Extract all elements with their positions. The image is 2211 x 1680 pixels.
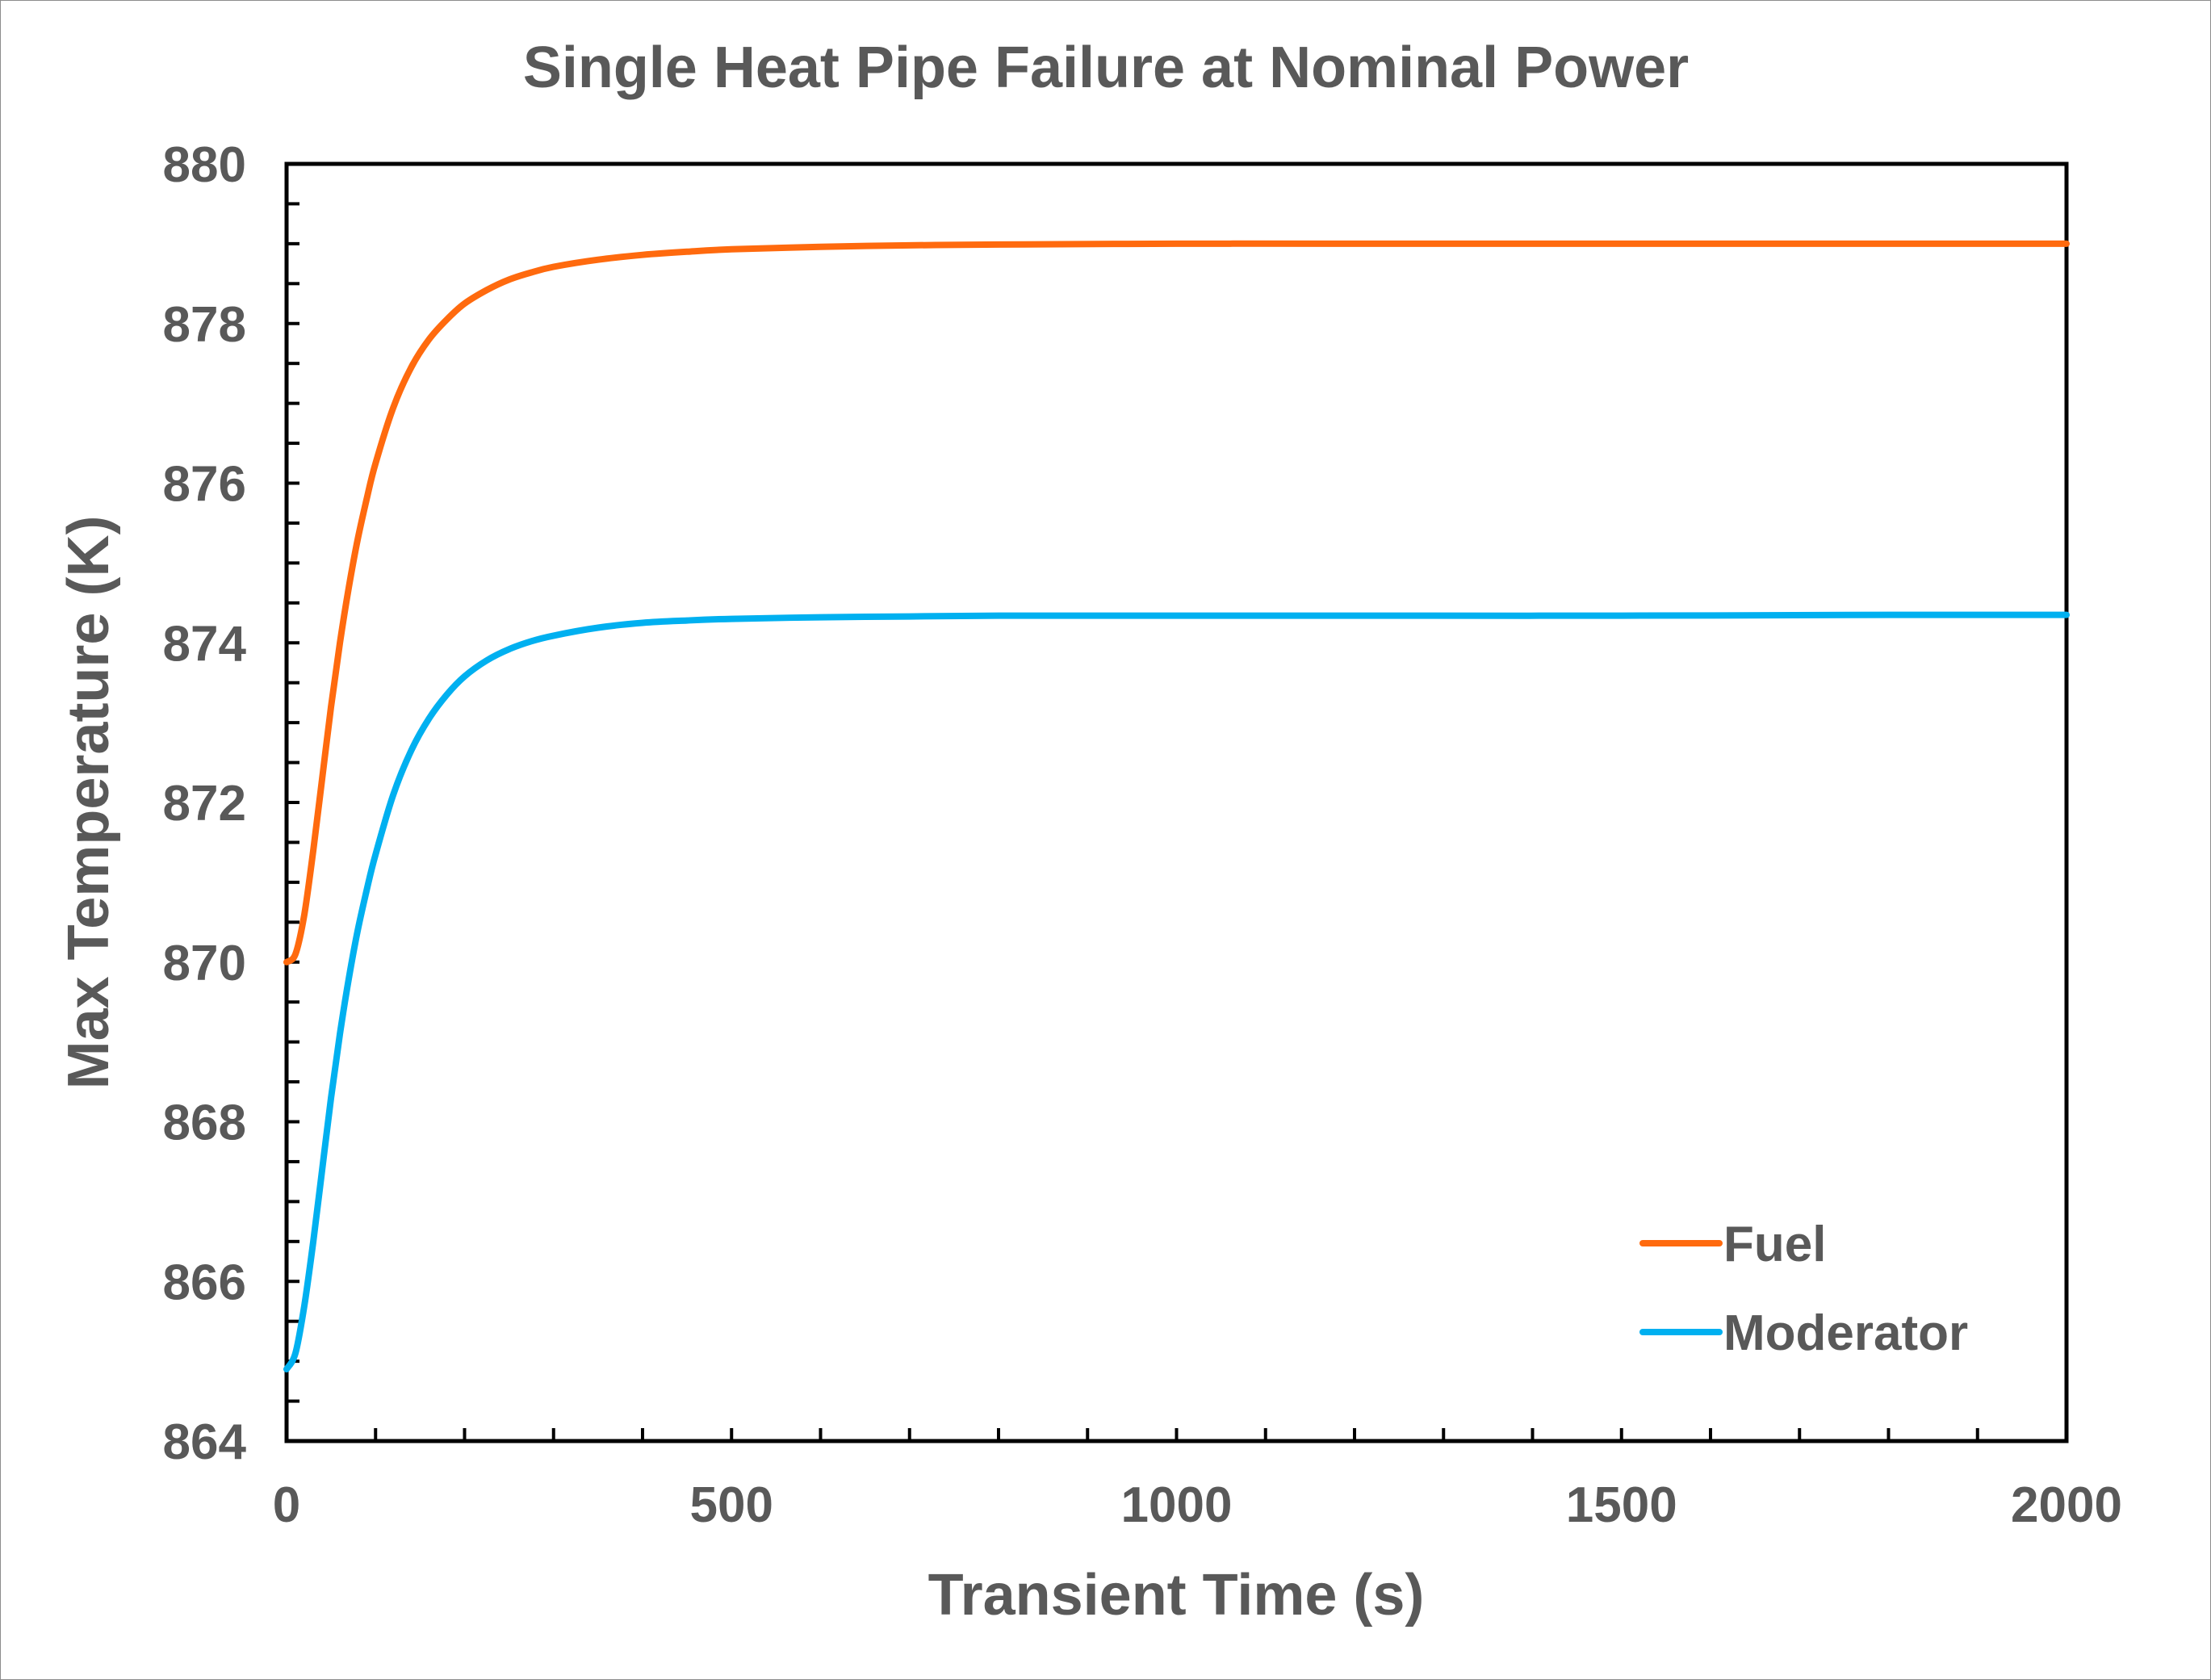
- x-tick-label: 1500: [1566, 1477, 1677, 1533]
- y-tick-label: 872: [163, 776, 246, 832]
- chart-title: Single Heat Pipe Failure at Nominal Powe…: [523, 36, 1689, 100]
- legend-label-moderator: Moderator: [1723, 1305, 1968, 1361]
- axis-ticks: 0 500 1000 1500 2000 864 866 868 870 872 874 876 878…: [163, 137, 2122, 1533]
- x-tick-label: 2000: [2011, 1477, 2122, 1533]
- legend-label-fuel: Fuel: [1723, 1217, 1826, 1272]
- series-layer: [283, 240, 2070, 1372]
- y-tick-label: 868: [163, 1096, 246, 1151]
- y-tick-label: 874: [163, 616, 247, 672]
- y-tick-label: 878: [163, 297, 246, 353]
- x-tick-label: 0: [273, 1477, 300, 1533]
- series-line-moderator: [283, 611, 2070, 1372]
- y-tick-label: 864: [163, 1414, 247, 1470]
- y-tick-label: 880: [163, 137, 246, 193]
- x-axis-label: Transient Time (s): [928, 1563, 1425, 1628]
- y-tick-label: 870: [163, 936, 246, 991]
- legend: Fuel Moderator: [1639, 1217, 1968, 1361]
- y-tick-label: 866: [163, 1255, 246, 1310]
- x-tick-label: 1000: [1121, 1477, 1233, 1533]
- y-tick-label: 876: [163, 457, 246, 513]
- series-line-fuel: [283, 240, 2070, 966]
- x-tick-label: 500: [690, 1477, 773, 1533]
- y-axis-label: Max Temperature (K): [57, 516, 121, 1090]
